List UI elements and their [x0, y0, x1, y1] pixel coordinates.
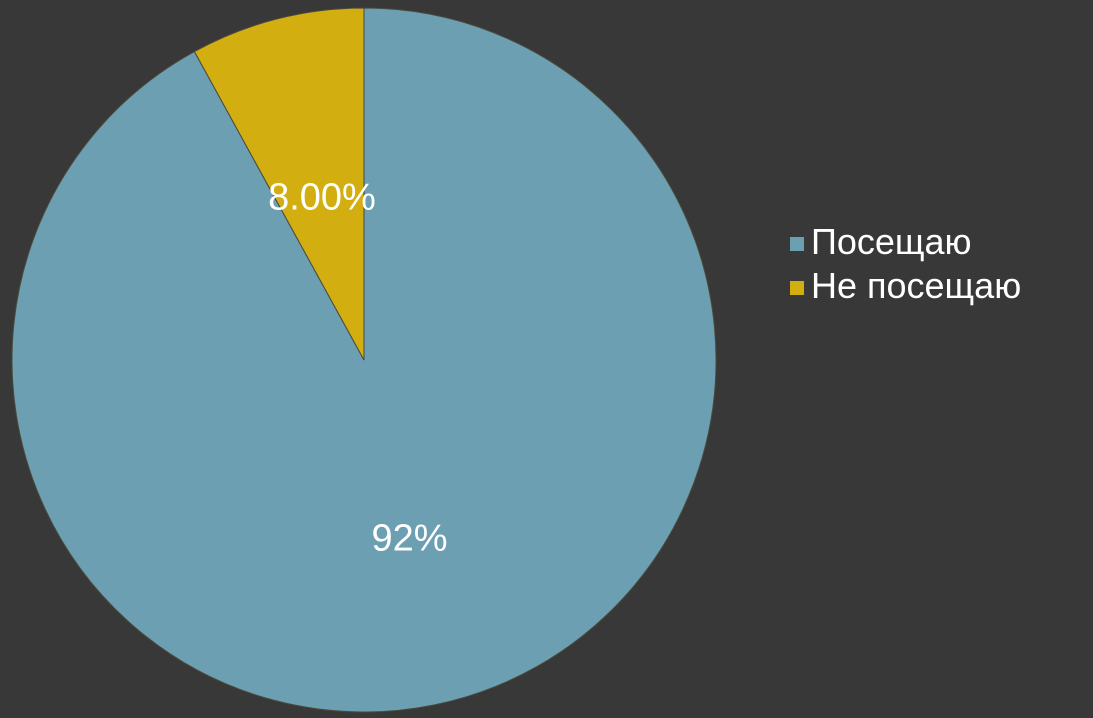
data-label-not-attend: 8.00% [268, 176, 376, 218]
pie-slice-not-attend [193, 7, 365, 361]
legend-label-attend: Посещаю [811, 221, 972, 262]
pie-slices [11, 7, 717, 713]
chart-legend: Посещаю Не посещаю [790, 220, 1021, 308]
legend-item-attend: Посещаю [790, 220, 1021, 264]
legend-swatch-attend [790, 237, 804, 251]
legend-item-not-attend: Не посещаю [790, 264, 1021, 308]
legend-swatch-not-attend [790, 281, 804, 295]
pie-data-labels: 92% 8.00% [268, 176, 447, 559]
data-label-attend: 92% [371, 517, 447, 559]
legend-label-not-attend: Не посещаю [811, 265, 1022, 306]
